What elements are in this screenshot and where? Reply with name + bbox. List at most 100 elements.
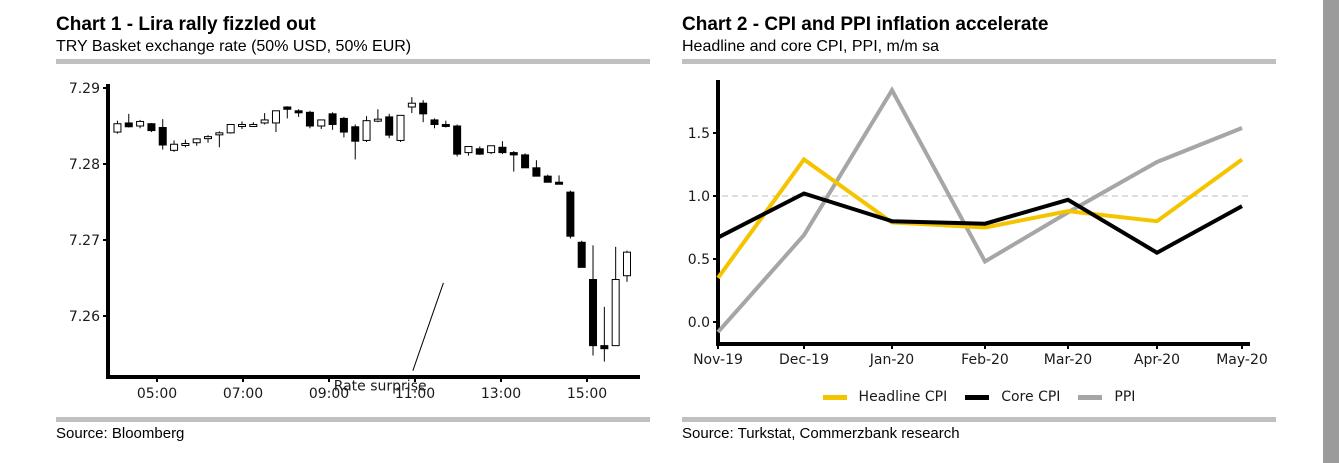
candle-body-down (339, 117, 348, 133)
candle (407, 97, 416, 114)
chart-1-top-rule (56, 59, 650, 64)
candle-body-down (441, 123, 450, 127)
candle-body-up (204, 136, 213, 140)
candle-body-down (305, 111, 314, 127)
candle (622, 250, 631, 282)
candle-body-down (453, 125, 462, 155)
candle-body-up (396, 114, 405, 141)
candle-body-up (136, 120, 145, 127)
candle (362, 116, 371, 142)
candle (430, 118, 439, 129)
candle (441, 120, 450, 128)
candle-body-up (226, 123, 235, 134)
candle-body-up (249, 123, 258, 127)
candle-body-down (600, 345, 609, 350)
candle-body-down (577, 241, 586, 268)
legend-item: Core CPI (965, 389, 1060, 405)
candle-body-up (622, 251, 631, 277)
candle (419, 100, 428, 123)
x-tick-label: Jan-20 (869, 352, 914, 368)
candle (589, 245, 598, 356)
x-tick-label: Dec-19 (779, 352, 829, 368)
candle-body-up (362, 120, 371, 141)
chart-1-subtitle: TRY Basket exchange rate (50% USD, 50% E… (56, 38, 412, 55)
candle-body-down (147, 123, 156, 132)
candle (475, 146, 484, 155)
chart-2-plot: 0.0 0.5 1.0 1.5 Nov-19 Dec-19 Jan-20 Feb-20 Mar-… (688, 80, 1268, 368)
y-tick-label: 0.5 (688, 252, 710, 268)
candle (577, 240, 586, 268)
candle (339, 116, 348, 138)
y-tick-label: 7.28 (69, 157, 100, 173)
candle-body-down (589, 279, 598, 347)
series-line-headline-cpi (716, 156, 1244, 280)
candle (555, 175, 564, 185)
candle (600, 306, 609, 362)
candle (147, 122, 156, 133)
page-scrollbar[interactable] (1323, 0, 1339, 463)
chart-2-legend: Headline CPI Core CPI PPI (682, 389, 1276, 405)
x-tick-label: 13:00 (481, 386, 521, 402)
candle (249, 122, 258, 127)
candle (385, 113, 394, 139)
candle-body-down (158, 127, 167, 146)
candle (294, 109, 303, 117)
candle (192, 138, 201, 146)
candle (204, 135, 213, 143)
candle (215, 131, 224, 148)
chart-2-source: Source: Turkstat, Commerzbank research (682, 425, 960, 442)
candle-body-down (430, 119, 439, 125)
candle-body-down (294, 110, 303, 114)
candle-body-down (124, 122, 133, 128)
candle (532, 160, 541, 177)
candle-body-down (283, 106, 292, 110)
candle-body-up (407, 102, 416, 108)
candle (283, 106, 292, 119)
next-section-heading-clipped (56, 454, 176, 463)
candle-body-down (521, 154, 530, 169)
candle-body-down (555, 181, 564, 185)
candle-body-up (271, 110, 280, 124)
candle (328, 112, 337, 130)
candle-body-up (192, 138, 201, 144)
x-tick-label: Apr-20 (1134, 352, 1180, 368)
legend-item: PPI (1078, 389, 1135, 405)
candle-body-down (543, 175, 552, 183)
candle-body-down (419, 102, 428, 115)
candle (170, 140, 179, 152)
legend-swatch (965, 394, 990, 400)
y-tick-label: 7.29 (69, 81, 100, 97)
chart-2-bottom-rule (682, 417, 1276, 422)
x-tick-label: Feb-20 (961, 352, 1009, 368)
candle-body-up (113, 123, 122, 133)
candle-body-up (237, 123, 246, 127)
legend-label: Core CPI (1001, 389, 1061, 405)
candle-body-up (373, 118, 382, 122)
annotation-label: Rate surprise (334, 379, 427, 395)
candle (453, 124, 462, 157)
candle (543, 174, 552, 183)
candle (260, 113, 269, 125)
chart-1-plot: 7.26 7.27 7.28 7.29 05:00 07:00 09:00 11:00 13:0… (69, 81, 640, 402)
chart-2-subtitle: Headline and core CPI, PPI, m/m sa (682, 38, 939, 55)
candle (136, 119, 145, 129)
chart-2-top-rule (682, 59, 1276, 64)
candle (373, 109, 382, 123)
candle-body-down (509, 152, 518, 156)
x-tick-label: 15:00 (567, 386, 607, 402)
x-tick-label: 05:00 (137, 386, 177, 402)
candle-body-up (170, 143, 179, 151)
y-tick-label: 1.5 (688, 126, 710, 142)
candle (271, 110, 280, 133)
candle-body-down (532, 167, 541, 177)
x-tick-label: 07:00 (223, 386, 263, 402)
candle-body-up (215, 132, 224, 136)
x-tick-label: Mar-20 (1044, 352, 1092, 368)
legend-swatch (1078, 394, 1103, 400)
candle (566, 190, 575, 239)
y-tick-label: 7.26 (69, 309, 100, 325)
candle-body-down (475, 148, 484, 155)
candle (181, 139, 190, 148)
chart-1-source: Source: Bloomberg (56, 425, 185, 442)
candle (305, 110, 314, 129)
